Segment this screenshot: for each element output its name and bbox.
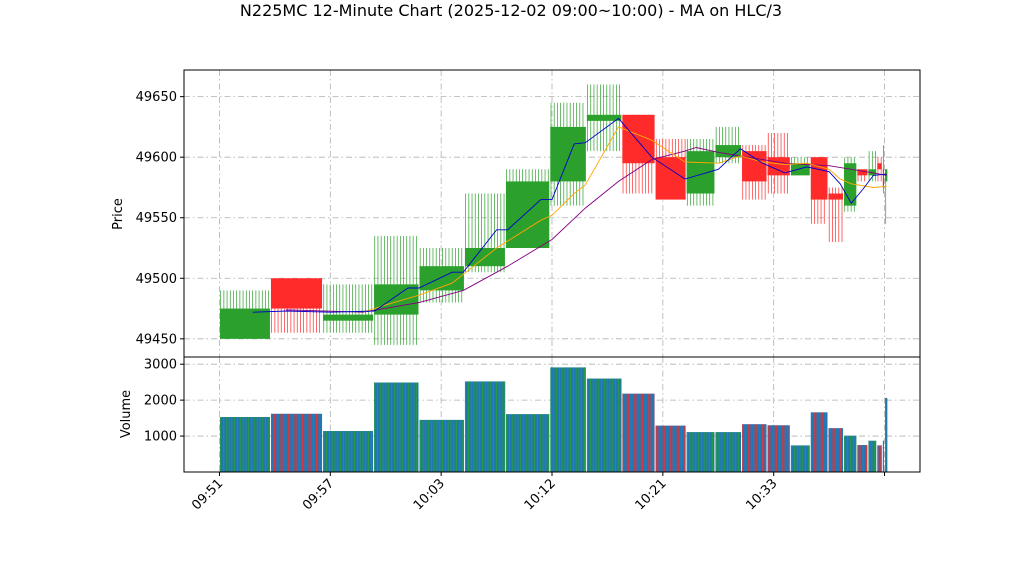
x-tick-label: 09:57: [300, 476, 337, 513]
candle: [885, 169, 888, 224]
volume-bar: [655, 425, 686, 472]
volume-bar: [323, 431, 374, 472]
price-tick-label: 49500: [136, 272, 177, 287]
ma-mid-line: [363, 126, 887, 313]
price-tick-label: 49450: [136, 332, 177, 347]
volume-bar-fill: [828, 428, 844, 472]
candle: [374, 235, 419, 345]
volume-tick-label: 1000: [144, 430, 177, 445]
x-tick-label: 10:12: [522, 476, 559, 513]
candle-body: [828, 193, 844, 200]
candle-body: [742, 151, 767, 182]
candle-body: [686, 151, 715, 194]
candle: [419, 248, 464, 303]
candle: [686, 139, 715, 206]
candle-body: [419, 266, 464, 291]
x-tick-label: 10:21: [633, 476, 670, 513]
candle: [323, 284, 374, 333]
candle-body: [586, 114, 622, 121]
volume-bar: [270, 413, 323, 472]
candle: [810, 157, 828, 224]
chart-title: N225MC 12-Minute Chart (2025-12-02 09:00…: [240, 1, 782, 20]
x-tick-label: 10:33: [743, 476, 780, 513]
volume-bar-fill: [857, 445, 868, 472]
volume-bar-fill: [622, 393, 655, 472]
candle: [882, 145, 885, 194]
volume-bar-fill: [686, 432, 715, 472]
candle-body: [505, 181, 550, 249]
volume-bar: [374, 382, 419, 472]
volume-bar: [790, 445, 810, 472]
volume-bar-fill: [715, 432, 742, 472]
volume-bar: [550, 367, 586, 472]
candle: [219, 290, 270, 339]
volume-bar-fill: [885, 397, 888, 472]
candle: [505, 169, 550, 249]
volume-bar: [715, 432, 742, 472]
volume-bar: [828, 428, 844, 472]
price-panel: 49450 49500 49550 49600 49650: [136, 69, 921, 358]
volume-bar: [505, 414, 550, 472]
candle-body: [323, 314, 374, 321]
candle-body: [810, 157, 828, 200]
ma-slow-line: [285, 147, 887, 313]
volume-bar: [882, 440, 885, 472]
volume-bar-fill: [323, 431, 374, 472]
price-tick-label: 49650: [136, 90, 177, 105]
candle: [622, 114, 655, 194]
candle-body: [857, 169, 868, 176]
candle: [828, 187, 844, 242]
candle-body: [882, 169, 885, 188]
volume-bar-fill: [767, 425, 790, 472]
volume-panel: 1000 2000 3000: [144, 356, 921, 473]
volume-bar-fill: [219, 417, 270, 472]
candle: [270, 278, 323, 333]
volume-bar: [885, 397, 888, 472]
candle-body: [270, 278, 323, 309]
volume-bar-fill: [810, 412, 828, 472]
volume-axis-title: Volume: [119, 390, 134, 438]
volume-tick-label: 2000: [144, 394, 177, 409]
candle-body: [550, 126, 586, 182]
price-tick-label: 49600: [136, 151, 177, 166]
ma-fast-line: [252, 117, 887, 313]
price-tick-label: 49550: [136, 211, 177, 226]
volume-bar: [742, 424, 767, 472]
volume-bar: [877, 445, 882, 472]
price-axis-title: Price: [111, 198, 126, 230]
candle-body: [219, 308, 270, 339]
volume-bar: [686, 432, 715, 472]
volume-bar: [810, 412, 828, 472]
volume-bar: [622, 393, 655, 472]
x-tick-label: 10:03: [411, 476, 448, 513]
x-tick-label: 09:51: [189, 476, 226, 513]
volume-bar: [857, 445, 868, 472]
candle: [877, 157, 882, 182]
candle-body: [655, 157, 686, 200]
candle: [655, 139, 686, 200]
volume-bar: [868, 440, 877, 472]
candle-body: [790, 163, 810, 176]
candle: [550, 102, 586, 206]
candle-body: [374, 284, 419, 315]
candle: [464, 193, 505, 273]
x-axis: 09:51 09:57 10:03 10:12 10:21 10:33: [189, 472, 886, 513]
candle: [742, 145, 767, 200]
volume-bar: [419, 419, 464, 472]
volume-bar-fill: [877, 445, 882, 472]
candle: [715, 126, 742, 164]
volume-bar: [844, 435, 857, 472]
volume-bar: [767, 425, 790, 472]
volume-tick-label: 3000: [144, 358, 177, 373]
volume-bar: [219, 417, 270, 472]
volume-bar: [586, 378, 622, 472]
volume-bar-fill: [868, 440, 877, 472]
candle: [790, 157, 810, 176]
candle-body: [877, 163, 882, 170]
volume-bar: [464, 381, 506, 472]
volume-bar-fill: [505, 414, 550, 472]
candle: [586, 84, 622, 152]
